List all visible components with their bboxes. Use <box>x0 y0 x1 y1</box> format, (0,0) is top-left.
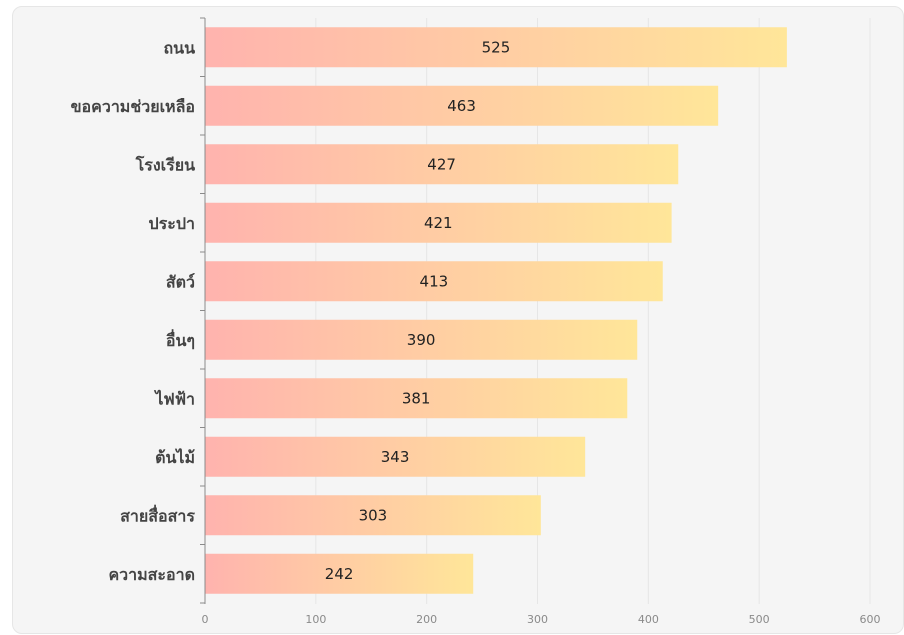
bar[interactable] <box>205 436 586 477</box>
x-tick-label: 600 <box>860 613 881 626</box>
x-tick-label: 400 <box>638 613 659 626</box>
data-label: 242 <box>325 565 354 583</box>
category-label: ต้นไม้ <box>155 448 195 467</box>
data-label: 303 <box>359 506 388 524</box>
data-label: 343 <box>381 448 410 466</box>
category-label: ขอความช่วยเหลือ <box>71 97 195 116</box>
x-tick-label: 500 <box>749 613 770 626</box>
bar[interactable] <box>205 378 628 419</box>
category-label: สายสื่อสาร <box>120 504 195 525</box>
category-label: อื่นๆ <box>165 329 195 350</box>
data-label: 421 <box>424 214 453 232</box>
category-label: ความสะอาด <box>108 565 195 584</box>
bars <box>205 27 787 594</box>
labels: 0 100 200 300 400 500 600 525 ถนน 463 ขอความช่วยเห… <box>71 38 881 626</box>
x-tick-label: 300 <box>527 613 548 626</box>
category-label: ประปา <box>149 214 195 233</box>
data-label: 413 <box>420 272 449 290</box>
category-label: ไฟฟ้า <box>153 389 195 408</box>
bar[interactable] <box>205 27 787 68</box>
bar[interactable] <box>205 202 672 243</box>
data-label: 427 <box>427 155 456 173</box>
category-label: สัตว์ <box>166 272 195 291</box>
data-label: 463 <box>447 97 476 115</box>
x-tick-label: 0 <box>202 613 209 626</box>
bar[interactable] <box>205 85 719 126</box>
bar[interactable] <box>205 553 474 594</box>
bar[interactable] <box>205 319 638 360</box>
data-label: 390 <box>407 331 436 349</box>
x-tick-label: 200 <box>416 613 437 626</box>
category-label: ถนน <box>163 38 195 57</box>
bar[interactable] <box>205 144 679 185</box>
bar[interactable] <box>205 495 541 536</box>
axes <box>200 17 206 604</box>
bar[interactable] <box>205 261 663 302</box>
x-tick-label: 100 <box>305 613 326 626</box>
data-label: 525 <box>482 38 511 56</box>
data-label: 381 <box>402 389 431 407</box>
category-label: โรงเรียน <box>135 154 195 174</box>
